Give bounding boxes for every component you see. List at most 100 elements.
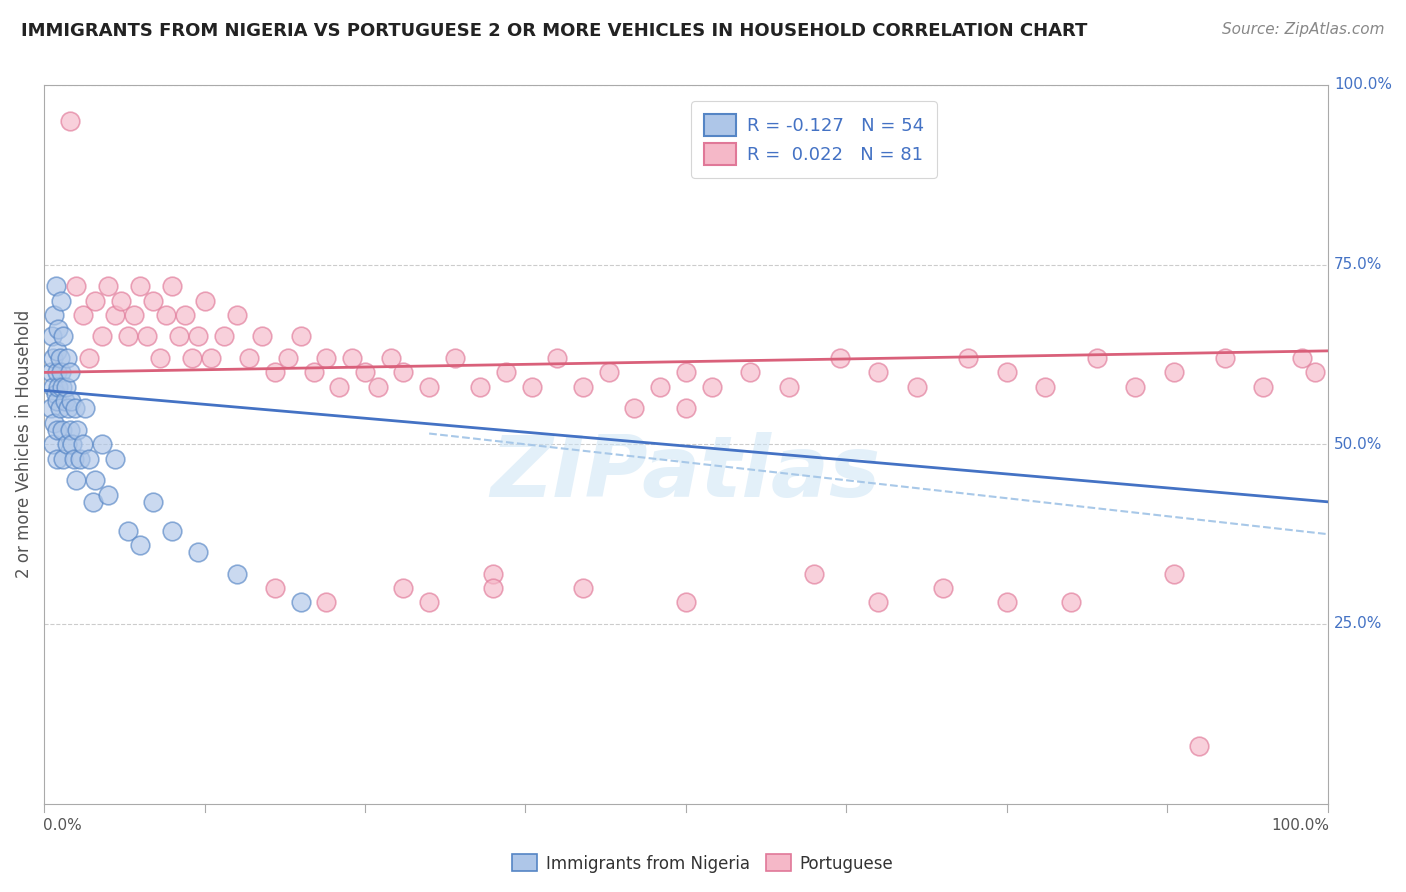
Point xyxy=(1033,380,1056,394)
Point xyxy=(187,545,209,559)
Point xyxy=(46,423,69,437)
Point xyxy=(72,308,94,322)
Point xyxy=(264,581,287,595)
Point xyxy=(56,351,79,365)
Point xyxy=(49,366,72,380)
Point xyxy=(1163,566,1185,581)
Point xyxy=(55,380,77,394)
Point xyxy=(66,423,89,437)
Point xyxy=(277,351,299,365)
Point xyxy=(162,279,184,293)
Point xyxy=(1213,351,1236,365)
Point xyxy=(482,581,505,595)
Point xyxy=(39,401,62,416)
Point xyxy=(572,380,595,394)
Point xyxy=(392,581,415,595)
Legend: R = -0.127   N = 54, R =  0.022   N = 81: R = -0.127 N = 54, R = 0.022 N = 81 xyxy=(692,101,936,178)
Text: 100.0%: 100.0% xyxy=(1271,818,1329,833)
Point xyxy=(470,380,492,394)
Text: 75.0%: 75.0% xyxy=(1334,257,1382,272)
Point xyxy=(547,351,569,365)
Point xyxy=(174,308,197,322)
Point xyxy=(418,595,440,609)
Point xyxy=(868,366,890,380)
Point xyxy=(97,487,120,501)
Point xyxy=(46,322,69,336)
Point xyxy=(328,380,350,394)
Point xyxy=(59,366,82,380)
Point xyxy=(82,495,104,509)
Point xyxy=(1303,366,1326,380)
Point xyxy=(48,401,70,416)
Point xyxy=(49,293,72,308)
Point xyxy=(1123,380,1146,394)
Point xyxy=(572,581,595,595)
Point xyxy=(63,401,86,416)
Point xyxy=(42,437,65,451)
Point xyxy=(1188,739,1211,754)
Point xyxy=(238,351,260,365)
Point xyxy=(290,595,312,609)
Point xyxy=(110,293,132,308)
Point xyxy=(315,351,337,365)
Point xyxy=(62,451,84,466)
Point xyxy=(46,451,69,466)
Point xyxy=(135,329,157,343)
Point xyxy=(142,293,165,308)
Point xyxy=(46,343,69,358)
Point xyxy=(264,366,287,380)
Point xyxy=(46,366,69,380)
Point xyxy=(45,279,67,293)
Point xyxy=(129,279,152,293)
Point xyxy=(225,308,247,322)
Point xyxy=(84,293,107,308)
Point xyxy=(290,329,312,343)
Point xyxy=(995,595,1018,609)
Point xyxy=(598,366,620,380)
Point xyxy=(193,293,215,308)
Point xyxy=(367,380,389,394)
Point xyxy=(104,451,127,466)
Point xyxy=(69,451,91,466)
Point xyxy=(51,380,73,394)
Legend: Immigrants from Nigeria, Portuguese: Immigrants from Nigeria, Portuguese xyxy=(506,847,900,880)
Point xyxy=(803,566,825,581)
Point xyxy=(129,538,152,552)
Point xyxy=(700,380,723,394)
Point xyxy=(44,308,66,322)
Point xyxy=(42,351,65,365)
Point xyxy=(225,566,247,581)
Point xyxy=(155,308,177,322)
Point xyxy=(84,473,107,487)
Point xyxy=(60,394,83,409)
Y-axis label: 2 or more Vehicles in Household: 2 or more Vehicles in Household xyxy=(15,310,32,578)
Point xyxy=(48,351,70,365)
Point xyxy=(58,401,80,416)
Point xyxy=(738,366,761,380)
Point xyxy=(1085,351,1108,365)
Point xyxy=(675,595,697,609)
Point xyxy=(675,401,697,416)
Text: 25.0%: 25.0% xyxy=(1334,616,1382,632)
Point xyxy=(340,351,363,365)
Point xyxy=(315,595,337,609)
Point xyxy=(675,366,697,380)
Point xyxy=(59,114,82,128)
Point xyxy=(995,366,1018,380)
Point xyxy=(72,437,94,451)
Point xyxy=(162,524,184,538)
Point xyxy=(46,394,69,409)
Text: IMMIGRANTS FROM NIGERIA VS PORTUGUESE 2 OR MORE VEHICLES IN HOUSEHOLD CORRELATIO: IMMIGRANTS FROM NIGERIA VS PORTUGUESE 2 … xyxy=(21,22,1087,40)
Point xyxy=(443,351,465,365)
Point xyxy=(97,279,120,293)
Point xyxy=(56,437,79,451)
Point xyxy=(868,595,890,609)
Point xyxy=(117,524,139,538)
Point xyxy=(142,495,165,509)
Point xyxy=(778,380,800,394)
Point xyxy=(90,329,112,343)
Point xyxy=(957,351,980,365)
Point xyxy=(77,351,100,365)
Text: 50.0%: 50.0% xyxy=(1334,437,1382,452)
Point xyxy=(51,423,73,437)
